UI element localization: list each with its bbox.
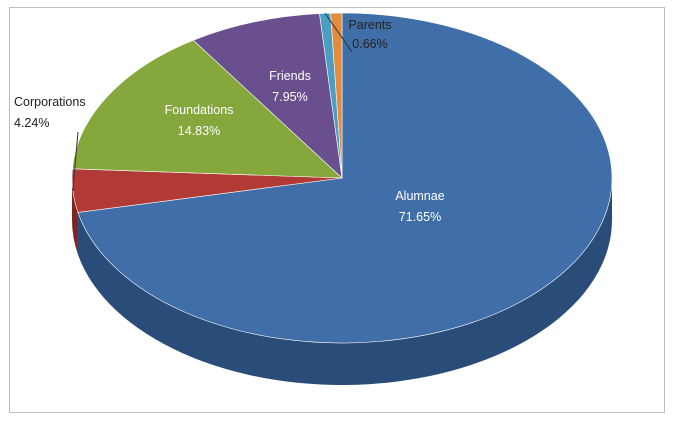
label-parents-pct: 0.66% [352,37,387,51]
pie-side-corporations [72,178,78,255]
label-alumnae-name: Alumnae [395,189,444,203]
label-parents-name: Parents [348,18,391,32]
label-corporations-pct: 4.24% [14,116,49,130]
label-foundations-pct: 14.83% [178,124,220,138]
label-corporations-name: Corporations [14,95,86,109]
pie-slice-alumnae [77,12,613,344]
label-foundations-name: Foundations [165,103,234,117]
pie-slice-friends [192,13,343,179]
label-friends-pct: 7.95% [272,90,307,104]
pie-slice-slice-5 [330,12,343,179]
pie-slice-foundations [72,39,343,179]
leader-line-parents [324,13,353,53]
label-alumnae-pct: 71.65% [399,210,441,224]
leader-line-corporations [72,131,79,191]
pie-side-alumnae [77,178,612,385]
label-friends-name: Friends [269,69,311,83]
